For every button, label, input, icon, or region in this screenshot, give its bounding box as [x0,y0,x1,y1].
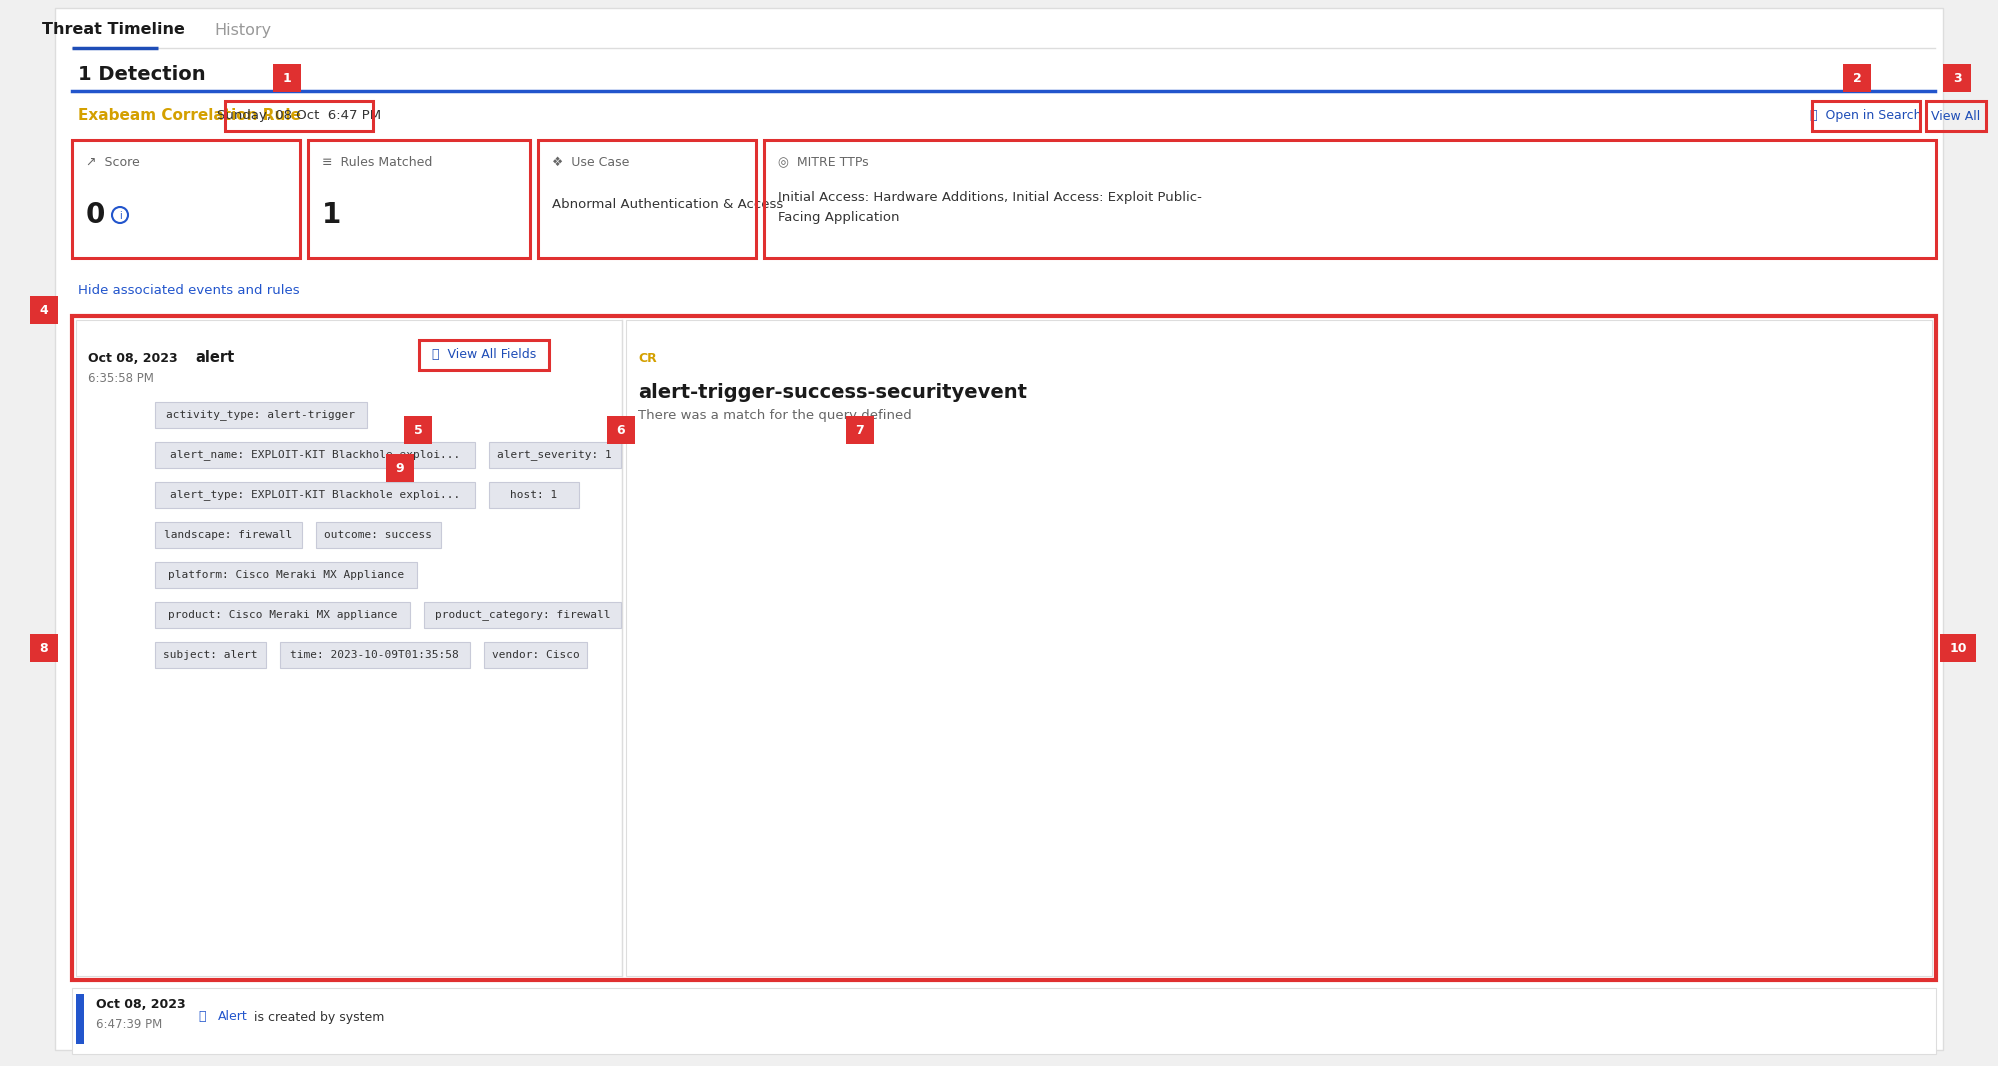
Bar [156,402,366,429]
Text: 8: 8 [40,643,48,656]
Text: Oct 08, 2023: Oct 08, 2023 [96,998,186,1011]
Bar [1842,64,1870,92]
Bar [1812,101,1920,131]
Text: ⌕  Open in Search: ⌕ Open in Search [1810,110,1922,123]
Text: alert-trigger-success-securityevent: alert-trigger-success-securityevent [637,383,1027,402]
Text: There was a match for the query defined: There was a match for the query defined [637,408,911,421]
Text: Sunday, 08 Oct  6:47 PM: Sunday, 08 Oct 6:47 PM [218,110,382,123]
Text: Abnormal Authentication & Access: Abnormal Authentication & Access [551,198,783,211]
Text: 6:47:39 PM: 6:47:39 PM [96,1018,162,1031]
Text: ◎  MITRE TTPs: ◎ MITRE TTPs [777,156,869,168]
Bar [607,416,635,445]
Text: 1 Detection: 1 Detection [78,65,206,84]
Text: Hide associated events and rules: Hide associated events and rules [78,284,300,296]
Text: 0: 0 [86,201,106,229]
Text: History: History [214,22,272,37]
Bar [30,634,58,662]
Text: ≡  Rules Matched: ≡ Rules Matched [322,156,432,168]
Text: outcome: success: outcome: success [324,530,432,540]
Text: Alert: Alert [218,1011,248,1023]
Text: 7: 7 [855,424,865,437]
Bar [72,316,1936,980]
Text: 🔔: 🔔 [198,1011,206,1023]
Text: subject: alert: subject: alert [164,650,258,660]
Text: i: i [118,211,122,221]
Bar [226,101,374,131]
Text: is created by system: is created by system [254,1011,384,1023]
Text: alert_severity: 1: alert_severity: 1 [498,450,611,461]
Bar [156,522,302,548]
Text: ❖  Use Case: ❖ Use Case [551,156,629,168]
Bar [420,340,549,370]
Bar [386,454,414,482]
Text: 5: 5 [414,424,422,437]
Bar [1926,101,1986,131]
Bar [625,320,1932,976]
Bar [537,140,755,258]
Text: 6: 6 [617,424,625,437]
Text: Facing Application: Facing Application [777,211,899,225]
Text: alert_name: EXPLOIT-KIT Blackhole exploi...: alert_name: EXPLOIT-KIT Blackhole exploi… [170,450,460,461]
Text: 1: 1 [282,72,292,85]
Bar [845,416,873,445]
Bar [156,442,476,468]
Text: CR: CR [637,352,657,365]
Text: 6:35:58 PM: 6:35:58 PM [88,371,154,385]
Bar [308,140,529,258]
Bar [424,602,621,628]
Bar [490,482,579,508]
Bar [156,562,418,588]
Bar [316,522,442,548]
Bar [76,320,621,976]
Text: time: 2023-10-09T01:35:58: time: 2023-10-09T01:35:58 [290,650,460,660]
Bar [490,442,621,468]
Text: View All: View All [1932,110,1980,123]
Text: vendor: Cisco: vendor: Cisco [492,650,579,660]
Bar [274,64,302,92]
Bar [763,140,1936,258]
Text: Oct 08, 2023: Oct 08, 2023 [88,352,178,365]
Text: ↗  Score: ↗ Score [86,156,140,168]
Text: product: Cisco Meraki MX appliance: product: Cisco Meraki MX appliance [168,610,398,620]
Text: alert_type: EXPLOIT-KIT Blackhole exploi...: alert_type: EXPLOIT-KIT Blackhole exploi… [170,489,460,500]
Bar [72,140,300,258]
Text: platform: Cisco Meraki MX Appliance: platform: Cisco Meraki MX Appliance [168,570,404,580]
Text: 10: 10 [1950,643,1966,656]
Bar [156,642,266,668]
Text: Exabeam Correlation Rule: Exabeam Correlation Rule [78,108,302,123]
Text: host: 1: host: 1 [509,490,557,500]
Bar [30,296,58,324]
Text: 2: 2 [1852,72,1862,85]
Bar [72,988,1936,1054]
Text: Initial Access: Hardware Additions, Initial Access: Exploit Public-: Initial Access: Hardware Additions, Init… [777,192,1203,205]
Bar [484,642,587,668]
Text: activity_type: alert-trigger: activity_type: alert-trigger [166,409,356,420]
Text: alert: alert [196,351,234,366]
Text: ⧉  View All Fields: ⧉ View All Fields [432,349,535,361]
Text: product_category: firewall: product_category: firewall [436,610,609,620]
Bar [1942,64,1970,92]
Text: 9: 9 [396,463,404,475]
Bar [1940,634,1976,662]
Text: 1: 1 [322,201,342,229]
Text: 4: 4 [40,305,48,318]
Bar [156,602,410,628]
Bar [156,482,476,508]
Text: Threat Timeline: Threat Timeline [42,22,184,37]
Bar [76,994,84,1044]
Bar [404,416,432,445]
Bar [280,642,470,668]
Text: landscape: firewall: landscape: firewall [164,530,292,540]
Text: 3: 3 [1952,72,1962,85]
